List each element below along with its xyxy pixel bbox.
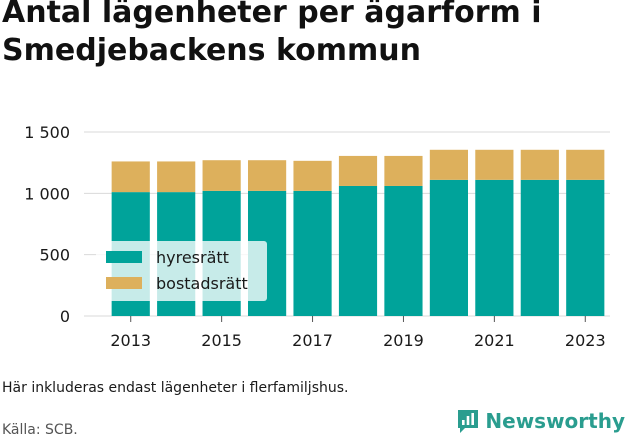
bar-bostadsratt-2021 <box>475 149 514 180</box>
x-tick-label: 2017 <box>292 331 333 350</box>
legend-label: bostadsrätt <box>156 274 248 293</box>
x-axis: 2013 2015 2017 2019 2021 2023 <box>110 316 606 350</box>
bar-bostadsratt-2013 <box>111 161 150 193</box>
y-axis: 0 500 1 000 1 500 <box>24 123 70 326</box>
bar-hyresratt-2023 <box>566 179 605 316</box>
legend: hyresrätt bostadsrätt <box>96 241 267 301</box>
chart-note: Här inkluderas endast lägenheter i flerf… <box>2 380 349 396</box>
y-tick-label: 1 500 <box>24 123 70 142</box>
x-tick-label: 2013 <box>110 331 151 350</box>
bar-bostadsratt-2014 <box>157 161 196 193</box>
bar-bostadsratt-2017 <box>293 160 332 191</box>
bar-hyresratt-2017 <box>293 190 332 316</box>
bar-bostadsratt-2022 <box>520 149 559 180</box>
bar-hyresratt-2022 <box>520 179 559 316</box>
legend-label: hyresrätt <box>156 248 229 267</box>
bar-hyresratt-2021 <box>475 179 514 316</box>
chart-title: Antal lägenheter per ägarform i Smedjeba… <box>2 0 542 68</box>
legend-swatch <box>106 277 142 289</box>
source-text: Källa: SCB. <box>2 422 78 438</box>
y-tick-label: 500 <box>39 246 70 265</box>
bar-bostadsratt-2015 <box>202 160 241 191</box>
x-tick-label: 2015 <box>201 331 242 350</box>
bar-bostadsratt-2016 <box>248 160 287 191</box>
bar-bostadsratt-2018 <box>338 155 378 186</box>
bar-bostadsratt-2023 <box>566 149 605 180</box>
x-tick-label: 2019 <box>383 331 424 350</box>
bar-hyresratt-2020 <box>429 179 468 316</box>
x-tick-label: 2021 <box>474 331 515 350</box>
bar-chart-icon <box>458 410 479 433</box>
newsworthy-logo: Newsworthy <box>456 408 625 434</box>
bar-bostadsratt-2020 <box>429 149 468 180</box>
bar-hyresratt-2018 <box>338 185 378 316</box>
brand-name: Newsworthy <box>485 409 625 433</box>
bar-hyresratt-2019 <box>384 185 423 316</box>
y-tick-label: 0 <box>60 307 70 326</box>
legend-swatch <box>106 251 142 263</box>
x-tick-label: 2023 <box>565 331 606 350</box>
y-tick-label: 1 000 <box>24 184 70 203</box>
bar-bostadsratt-2019 <box>384 155 423 186</box>
